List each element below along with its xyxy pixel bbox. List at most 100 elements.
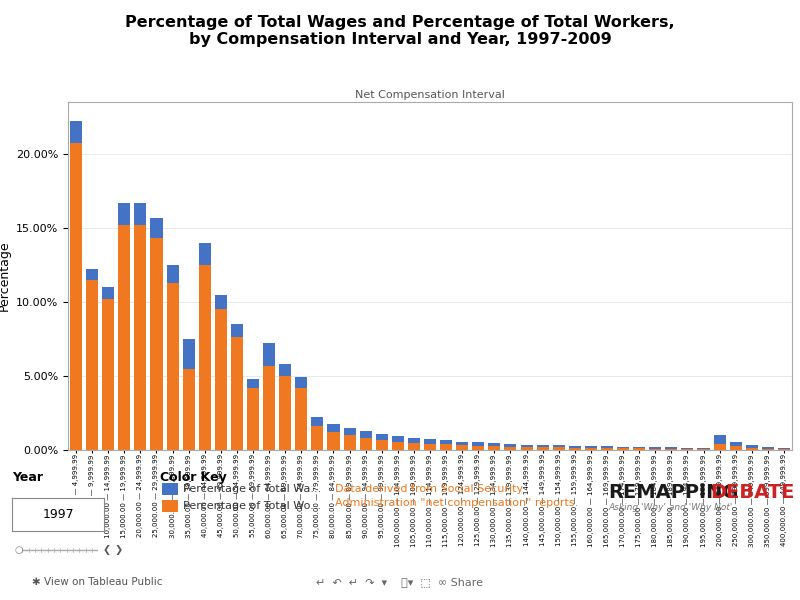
Bar: [424, 439, 436, 444]
Bar: [698, 448, 710, 449]
Bar: [682, 448, 694, 449]
Bar: [488, 446, 500, 450]
Bar: [553, 448, 565, 450]
Bar: [440, 440, 452, 445]
Bar: [279, 376, 291, 450]
Bar: [182, 339, 194, 368]
Bar: [585, 446, 597, 448]
Bar: [488, 443, 500, 446]
Bar: [215, 310, 227, 450]
Text: ❯: ❯: [114, 545, 122, 555]
Text: DEBATE: DEBATE: [710, 484, 794, 503]
Bar: [408, 443, 420, 450]
Bar: [472, 446, 484, 450]
Bar: [472, 442, 484, 446]
Bar: [569, 446, 581, 448]
Bar: [698, 449, 710, 450]
Bar: [553, 445, 565, 448]
Bar: [360, 438, 372, 450]
Text: ↵  ↶  ↵  ↷  ▾    ⬜▾  ⬚  ∞ Share: ↵ ↶ ↵ ↷ ▾ ⬜▾ ⬚ ∞ Share: [317, 577, 483, 587]
Bar: [424, 444, 436, 450]
Bar: [537, 445, 549, 447]
Bar: [762, 449, 774, 450]
Text: Percentage of Total Wages and Percentage of Total Workers,
by Compensation Inter: Percentage of Total Wages and Percentage…: [125, 15, 675, 47]
Bar: [505, 446, 517, 450]
Bar: [456, 445, 468, 450]
Bar: [198, 265, 210, 450]
Bar: [440, 445, 452, 450]
Bar: [86, 269, 98, 280]
Bar: [263, 365, 275, 450]
Bar: [666, 448, 678, 449]
Bar: [231, 337, 243, 450]
Bar: [456, 442, 468, 445]
Bar: [537, 447, 549, 450]
Bar: [730, 446, 742, 450]
Bar: [231, 324, 243, 337]
Bar: [247, 388, 259, 450]
Text: Color Key: Color Key: [160, 471, 226, 484]
Bar: [150, 218, 162, 238]
Bar: [714, 443, 726, 450]
Bar: [311, 418, 323, 427]
Bar: [521, 447, 533, 450]
Bar: [601, 446, 613, 448]
Bar: [70, 143, 82, 450]
Bar: [198, 242, 210, 265]
Text: 1997: 1997: [42, 508, 74, 521]
Bar: [666, 449, 678, 450]
Bar: [778, 448, 790, 449]
Bar: [617, 447, 629, 448]
Bar: [762, 447, 774, 449]
Bar: [86, 280, 98, 450]
Bar: [633, 448, 645, 450]
Bar: [617, 448, 629, 450]
Bar: [650, 449, 662, 450]
Text: Year: Year: [12, 471, 43, 484]
Bar: [118, 203, 130, 225]
Bar: [166, 265, 178, 283]
Bar: [311, 427, 323, 450]
Bar: [521, 445, 533, 447]
Bar: [102, 299, 114, 450]
Bar: [569, 448, 581, 450]
Bar: [505, 444, 517, 446]
Bar: [182, 368, 194, 450]
Bar: [150, 238, 162, 450]
Bar: [376, 440, 388, 450]
Bar: [408, 438, 420, 443]
Bar: [343, 435, 355, 450]
Bar: [247, 379, 259, 388]
Bar: [633, 447, 645, 448]
Text: Data derived from Social Security
Administration "net compensation" reports.: Data derived from Social Security Admini…: [335, 484, 578, 508]
Bar: [134, 203, 146, 225]
Bar: [376, 434, 388, 440]
Title: Net Compensation Interval: Net Compensation Interval: [355, 90, 505, 100]
Bar: [327, 432, 339, 450]
Text: Percentage of Total Wa...: Percentage of Total Wa...: [183, 484, 322, 494]
Text: ❮: ❮: [102, 545, 110, 555]
Bar: [295, 388, 307, 450]
Text: Percentage of Total Wo...: Percentage of Total Wo...: [183, 501, 321, 511]
Bar: [279, 364, 291, 376]
Bar: [118, 225, 130, 450]
Bar: [343, 428, 355, 435]
Bar: [650, 447, 662, 449]
Bar: [682, 449, 694, 450]
Bar: [746, 448, 758, 450]
Bar: [360, 431, 372, 438]
Bar: [166, 283, 178, 450]
Bar: [134, 225, 146, 450]
Bar: [162, 500, 178, 512]
Text: Asking 'Why' and 'Why Not': Asking 'Why' and 'Why Not': [608, 503, 732, 512]
Bar: [263, 343, 275, 365]
Y-axis label: Percentage: Percentage: [0, 241, 10, 311]
Bar: [585, 448, 597, 450]
Bar: [601, 448, 613, 450]
Text: ✱ View on Tableau Public: ✱ View on Tableau Public: [32, 577, 162, 587]
Bar: [327, 424, 339, 432]
Bar: [102, 287, 114, 299]
Text: REMAPPING: REMAPPING: [608, 484, 738, 503]
Bar: [295, 377, 307, 388]
Text: ○: ○: [14, 545, 23, 555]
